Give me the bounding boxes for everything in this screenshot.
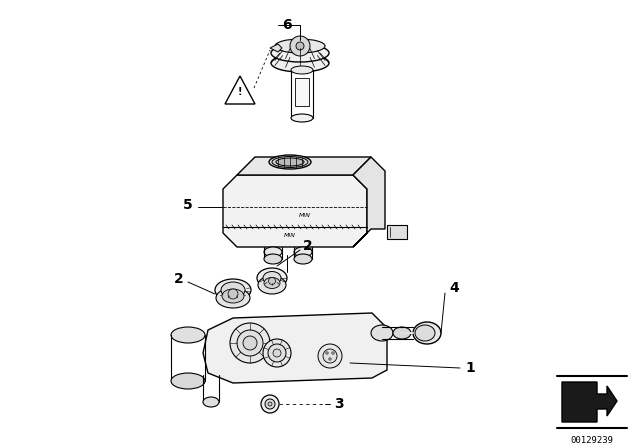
Circle shape <box>237 330 263 356</box>
Bar <box>295 78 309 106</box>
Ellipse shape <box>275 39 325 53</box>
Circle shape <box>243 336 257 350</box>
Ellipse shape <box>294 247 312 257</box>
Ellipse shape <box>294 254 312 264</box>
Circle shape <box>228 289 238 299</box>
Text: 4: 4 <box>449 281 459 295</box>
Ellipse shape <box>216 288 250 308</box>
Ellipse shape <box>371 325 393 341</box>
Text: 2: 2 <box>303 239 313 253</box>
Text: MIN: MIN <box>284 233 296 237</box>
Ellipse shape <box>413 322 441 344</box>
Polygon shape <box>225 76 255 104</box>
Ellipse shape <box>257 268 287 288</box>
Ellipse shape <box>221 282 245 298</box>
Text: 1: 1 <box>465 361 475 375</box>
Ellipse shape <box>393 327 411 339</box>
Polygon shape <box>562 382 617 422</box>
Circle shape <box>268 402 272 406</box>
Polygon shape <box>270 44 282 52</box>
Ellipse shape <box>271 54 329 72</box>
Ellipse shape <box>258 276 286 294</box>
Ellipse shape <box>264 277 280 289</box>
Circle shape <box>230 323 270 363</box>
Polygon shape <box>223 175 367 247</box>
Circle shape <box>326 352 328 354</box>
Circle shape <box>261 395 279 413</box>
Text: !: ! <box>237 87 243 97</box>
Ellipse shape <box>171 373 205 389</box>
Ellipse shape <box>171 327 205 343</box>
Ellipse shape <box>269 155 311 169</box>
Text: 3: 3 <box>334 397 344 411</box>
Ellipse shape <box>271 44 329 62</box>
Ellipse shape <box>222 289 244 303</box>
Ellipse shape <box>263 271 281 284</box>
Text: 6: 6 <box>282 18 292 32</box>
Ellipse shape <box>291 114 313 122</box>
Text: 00129239: 00129239 <box>570 435 614 444</box>
Ellipse shape <box>264 247 282 257</box>
Ellipse shape <box>203 397 219 407</box>
Polygon shape <box>353 157 385 247</box>
Circle shape <box>263 339 291 367</box>
Circle shape <box>265 399 275 409</box>
Circle shape <box>269 277 275 284</box>
Ellipse shape <box>276 158 304 166</box>
Ellipse shape <box>264 254 282 264</box>
Bar <box>387 225 407 239</box>
Circle shape <box>290 36 310 56</box>
Ellipse shape <box>272 156 308 168</box>
Ellipse shape <box>215 279 251 301</box>
Circle shape <box>296 42 304 50</box>
Circle shape <box>273 349 281 357</box>
Text: 5: 5 <box>183 198 193 212</box>
Circle shape <box>323 349 337 363</box>
Text: 2: 2 <box>174 272 184 286</box>
Circle shape <box>318 344 342 368</box>
Text: MIN: MIN <box>299 212 311 217</box>
Polygon shape <box>203 313 387 383</box>
Circle shape <box>332 352 334 354</box>
Ellipse shape <box>415 325 435 341</box>
Circle shape <box>268 344 286 362</box>
Circle shape <box>329 358 332 360</box>
Ellipse shape <box>291 66 313 74</box>
Polygon shape <box>237 157 371 175</box>
